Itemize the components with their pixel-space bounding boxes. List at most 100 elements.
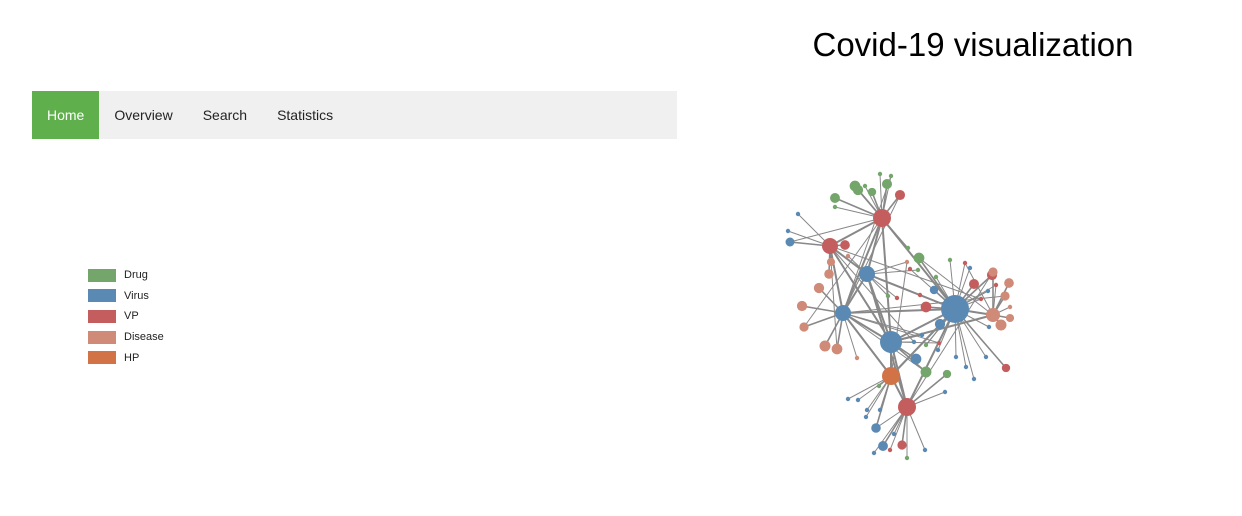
graph-node[interactable]: [933, 274, 939, 280]
graph-node[interactable]: [826, 257, 836, 267]
graph-node[interactable]: [993, 282, 999, 288]
graph-node[interactable]: [922, 447, 928, 453]
graph-node[interactable]: [876, 383, 882, 389]
graph-edge: [906, 308, 956, 408]
graph-node[interactable]: [985, 288, 991, 294]
graph-node[interactable]: [988, 267, 998, 277]
graph-node[interactable]: [835, 305, 851, 321]
nav-statistics[interactable]: Statistics: [262, 91, 348, 139]
graph-node[interactable]: [898, 398, 916, 416]
graph-node[interactable]: [904, 455, 910, 461]
graph-node[interactable]: [862, 183, 868, 189]
graph-node[interactable]: [854, 355, 860, 361]
nav-overview-label: Overview: [114, 107, 173, 123]
nav-home[interactable]: Home: [32, 91, 100, 139]
graph-edge: [906, 271, 994, 408]
graph-node[interactable]: [915, 267, 921, 273]
graph-node[interactable]: [859, 266, 875, 282]
graph-node[interactable]: [983, 354, 989, 360]
graph-node[interactable]: [832, 204, 838, 210]
graph-node[interactable]: [845, 253, 851, 259]
graph-node[interactable]: [968, 278, 980, 290]
graph-edge: [842, 312, 892, 377]
graph-node[interactable]: [923, 342, 929, 348]
graph-node[interactable]: [795, 211, 801, 217]
graph-node[interactable]: [913, 252, 925, 264]
graph-node[interactable]: [995, 319, 1007, 331]
graph-node[interactable]: [864, 407, 870, 413]
graph-node[interactable]: [887, 447, 893, 453]
graph-node[interactable]: [917, 292, 923, 298]
graph-node[interactable]: [929, 285, 939, 295]
graph-node[interactable]: [920, 301, 932, 313]
graph-node[interactable]: [871, 450, 877, 456]
graph-node[interactable]: [822, 238, 838, 254]
graph-node[interactable]: [785, 228, 791, 234]
graph-node[interactable]: [894, 295, 900, 301]
graph-node[interactable]: [967, 265, 973, 271]
graph-node[interactable]: [920, 366, 932, 378]
graph-node[interactable]: [885, 293, 891, 299]
graph-node[interactable]: [871, 423, 881, 433]
graph-edge: [829, 245, 915, 343]
graph-node[interactable]: [905, 245, 911, 251]
graph-node[interactable]: [1004, 278, 1014, 288]
network-graph[interactable]: [760, 160, 1060, 470]
graph-node[interactable]: [947, 257, 953, 263]
graph-node[interactable]: [978, 296, 984, 302]
graph-node[interactable]: [934, 318, 946, 330]
graph-node[interactable]: [813, 282, 825, 294]
graph-node[interactable]: [897, 440, 907, 450]
legend-swatch-vp: [88, 309, 116, 323]
graph-node[interactable]: [963, 364, 969, 370]
nav-overview[interactable]: Overview: [99, 91, 187, 139]
nav-search[interactable]: Search: [188, 91, 262, 139]
graph-node[interactable]: [881, 178, 893, 190]
graph-node[interactable]: [840, 240, 850, 250]
graph-node[interactable]: [877, 171, 883, 177]
graph-node[interactable]: [910, 353, 922, 365]
graph-node[interactable]: [867, 187, 877, 197]
graph-node[interactable]: [907, 266, 913, 272]
legend-item-drug: Drug: [88, 265, 164, 286]
graph-node[interactable]: [830, 193, 840, 203]
graph-node[interactable]: [986, 324, 992, 330]
graph-node[interactable]: [904, 259, 910, 265]
graph-node[interactable]: [824, 269, 834, 279]
graph-node[interactable]: [877, 407, 883, 413]
graph-node[interactable]: [831, 343, 843, 355]
graph-node[interactable]: [1000, 291, 1010, 301]
graph-node[interactable]: [941, 295, 969, 323]
graph-node[interactable]: [785, 237, 795, 247]
graph-node[interactable]: [796, 300, 808, 312]
graph-node[interactable]: [1005, 313, 1015, 323]
graph-node[interactable]: [880, 331, 902, 353]
graph-node[interactable]: [878, 441, 888, 451]
graph-node[interactable]: [799, 322, 809, 332]
graph-node[interactable]: [971, 376, 977, 382]
graph-node[interactable]: [845, 396, 851, 402]
graph-node[interactable]: [911, 339, 917, 345]
graph-edge: [842, 312, 940, 344]
graph-node[interactable]: [894, 189, 906, 201]
graph-node[interactable]: [986, 308, 1000, 322]
graph-node[interactable]: [882, 367, 900, 385]
graph-node[interactable]: [919, 332, 925, 338]
graph-node[interactable]: [849, 180, 861, 192]
graph-node[interactable]: [942, 389, 948, 395]
graph-node[interactable]: [953, 354, 959, 360]
graph-node[interactable]: [888, 173, 894, 179]
graph-node[interactable]: [873, 209, 891, 227]
graph-node[interactable]: [936, 340, 942, 346]
graph-node[interactable]: [942, 369, 952, 379]
graph-node[interactable]: [1001, 363, 1011, 373]
graph-node[interactable]: [1007, 304, 1013, 310]
graph-node[interactable]: [962, 260, 968, 266]
graph-node[interactable]: [855, 397, 861, 403]
graph-node[interactable]: [863, 414, 869, 420]
graph-edge: [829, 245, 844, 314]
graph-node[interactable]: [819, 340, 831, 352]
graph-node[interactable]: [891, 431, 897, 437]
page-title: Covid-19 visualization: [812, 26, 1134, 63]
graph-node[interactable]: [935, 347, 941, 353]
